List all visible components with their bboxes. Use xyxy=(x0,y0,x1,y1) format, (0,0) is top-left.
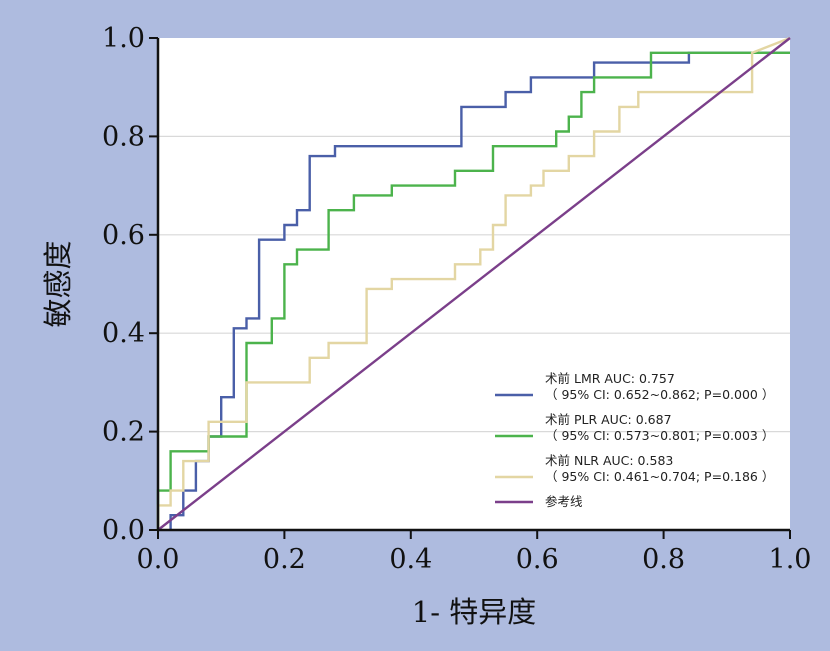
y-tick-label-2: 0.4 xyxy=(102,318,145,349)
legend-detail-0: （ 95% CI: 0.652~0.862; P=0.000 ） xyxy=(545,387,774,402)
x-axis-title: 1- 特异度 xyxy=(412,595,536,629)
series-layer xyxy=(156,36,791,531)
legend-label-3: 参考线 xyxy=(545,494,583,509)
legend-detail-1: （ 95% CI: 0.573~0.801; P=0.003 ） xyxy=(545,428,774,443)
series-line-1 xyxy=(156,51,790,530)
series-line-3 xyxy=(157,37,791,531)
y-axis-title: 敏感度 xyxy=(41,240,75,327)
x-tick-label-4: 0.8 xyxy=(642,544,685,575)
x-tick-label-1: 0.2 xyxy=(263,544,306,575)
legend-label-1: 术前 PLR AUC: 0.687 xyxy=(545,412,672,427)
x-tick-label-0: 0.0 xyxy=(137,544,180,575)
legend-detail-2: （ 95% CI: 0.461~0.704; P=0.186 ） xyxy=(545,469,774,484)
x-tick-label-2: 0.4 xyxy=(389,544,432,575)
y-tick-label-4: 0.8 xyxy=(102,121,145,152)
axes xyxy=(156,38,790,532)
legend: 术前 LMR AUC: 0.757（ 95% CI: 0.652~0.862; … xyxy=(495,371,774,509)
y-tick-label-0: 0.0 xyxy=(102,515,145,546)
series-line-2 xyxy=(156,36,791,530)
y-tick-label-5: 1.0 xyxy=(102,23,145,54)
y-tick-label-3: 0.6 xyxy=(102,220,145,251)
x-tick-label-5: 1.0 xyxy=(769,544,812,575)
x-tick-label-3: 0.6 xyxy=(516,544,559,575)
legend-label-2: 术前 NLR AUC: 0.583 xyxy=(545,453,673,468)
tick-labels: 0.0 0.2 0.4 0.6 0.8 1.0 0.0 0.2 0.4 0.6 0.8 1.0 xyxy=(102,23,811,575)
gridlines xyxy=(158,135,790,433)
legend-label-0: 术前 LMR AUC: 0.757 xyxy=(545,371,675,386)
y-tick-label-1: 0.2 xyxy=(102,417,145,448)
